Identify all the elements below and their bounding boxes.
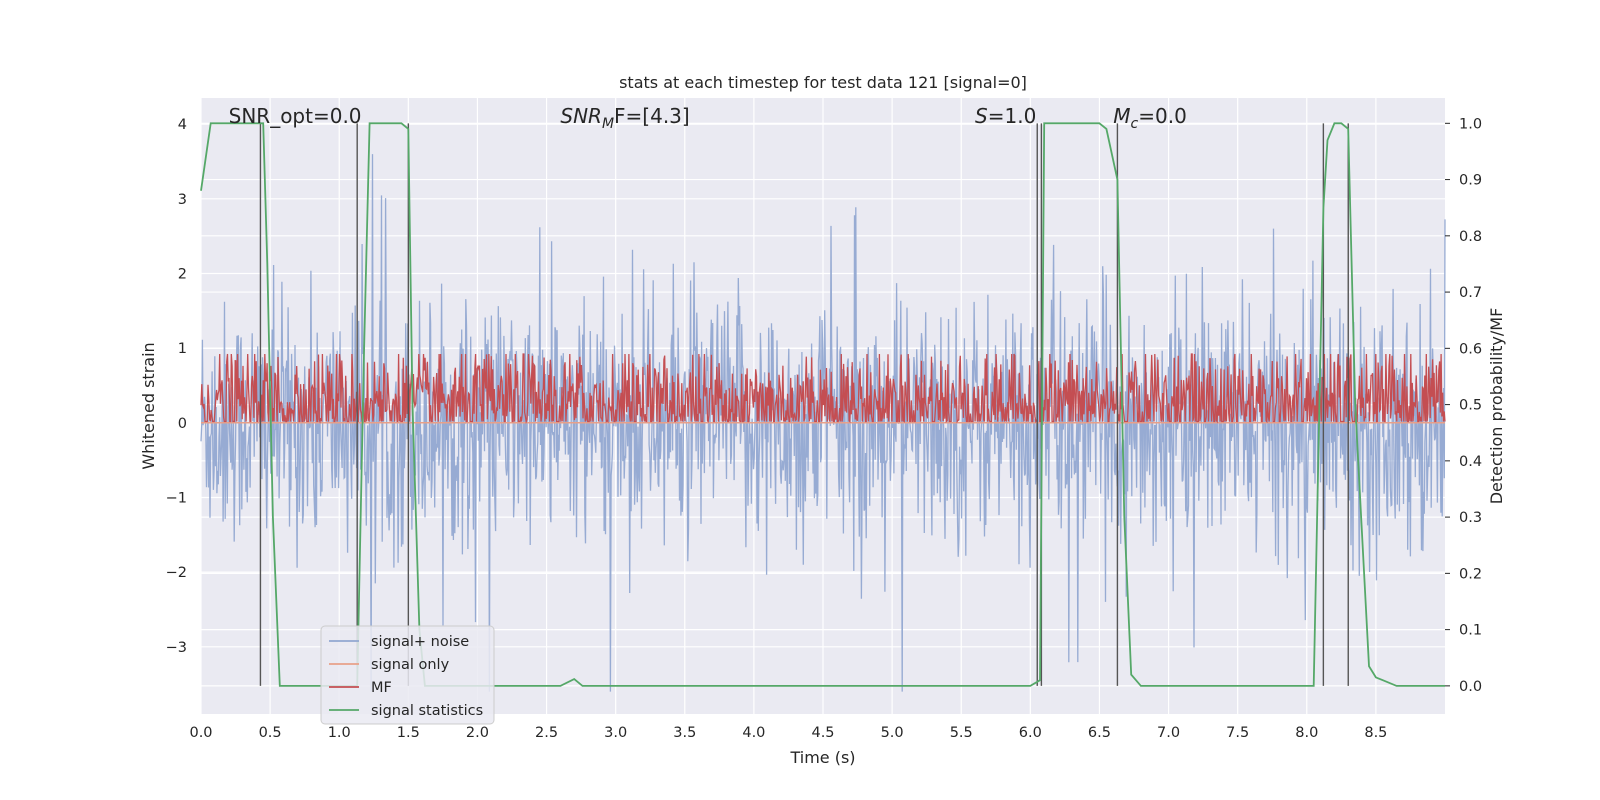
- legend-label: signal statistics: [371, 703, 483, 719]
- legend-label: signal+ noise: [371, 634, 469, 650]
- y-tick-label-left: −2: [166, 565, 187, 581]
- x-tick-label: 5.0: [881, 725, 904, 741]
- signal-statistics-line: [200, 122, 1445, 687]
- y-tick-label-left: 4: [178, 117, 187, 133]
- y-tick-label-right: 0.7: [1459, 285, 1482, 301]
- y-tick-label-left: 1: [178, 341, 187, 357]
- annotations: SNR_opt=0.0 SNRMF=[4.3] S=1.0 Mc=0.0: [229, 104, 1187, 132]
- x-tick-label: 2.0: [466, 725, 489, 741]
- legend-label: MF: [371, 680, 392, 696]
- chart-title: stats at each timestep for test data 121…: [619, 73, 1027, 92]
- x-tick-label: 4.0: [742, 725, 765, 741]
- y-tick-label-right: 0.4: [1459, 454, 1482, 470]
- x-tick-label: 1.0: [328, 725, 351, 741]
- y-axis-label-right: Detection probability/MF: [1487, 308, 1506, 505]
- x-tick-label: 8.0: [1295, 725, 1318, 741]
- x-tick-label: 6.5: [1088, 725, 1111, 741]
- x-tick-label: 3.5: [673, 725, 696, 741]
- x-tick-label: 1.5: [397, 725, 420, 741]
- x-tick-label: 7.0: [1157, 725, 1180, 741]
- y-tick-label-left: −1: [166, 490, 187, 506]
- y-tick-label-right: 0.6: [1459, 341, 1482, 357]
- y-tick-label-left: −3: [166, 640, 187, 656]
- y-tick-label-right: 0.5: [1459, 398, 1482, 414]
- y-tick-label-right: 0.3: [1459, 510, 1482, 526]
- y-tick-label-right: 1.0: [1459, 116, 1482, 132]
- tick-labels: 0.0 0.5 1.0 1.5 2.0 2.5 3.0 3.5 4.0 4.5 5.0 5.5 6.0 6…: [166, 116, 1482, 741]
- legend: signal+ noise signal only MF signal statist…: [320, 625, 495, 725]
- x-tick-label: 3.0: [604, 725, 627, 741]
- y-tick-label-right: 0.0: [1459, 679, 1482, 695]
- x-tick-label: 7.5: [1226, 725, 1249, 741]
- y-tick-label-right: 0.1: [1459, 623, 1482, 639]
- x-axis-label: Time (s): [789, 748, 855, 767]
- x-tick-label: 4.5: [811, 725, 834, 741]
- x-tick-label: 2.5: [535, 725, 558, 741]
- legend-label: signal only: [371, 657, 450, 673]
- annotation: SNR_opt=0.0: [229, 104, 362, 128]
- legend-box: [320, 625, 495, 725]
- y-tick-label-left: 0: [178, 416, 187, 432]
- y-tick-label-left: 3: [178, 192, 187, 208]
- y-tick-label-right: 0.2: [1459, 566, 1482, 582]
- annotation: SNRMF=[4.3]: [560, 104, 689, 132]
- x-tick-label: 6.0: [1019, 725, 1042, 741]
- x-tick-label: 0.5: [259, 725, 282, 741]
- x-tick-label: 8.5: [1364, 725, 1387, 741]
- y-tick-label-right: 0.9: [1459, 173, 1482, 189]
- signal-statistics-series: [200, 122, 1445, 687]
- y-tick-label-left: 2: [178, 266, 187, 282]
- y-axis-label-left: Whitened strain: [139, 342, 158, 469]
- annotation: S=1.0: [975, 104, 1036, 128]
- x-tick-label: 0.0: [189, 725, 212, 741]
- x-tick-label: 5.5: [950, 725, 973, 741]
- annotation: Mc=0.0: [1113, 104, 1187, 132]
- y-tick-label-right: 0.8: [1459, 229, 1482, 245]
